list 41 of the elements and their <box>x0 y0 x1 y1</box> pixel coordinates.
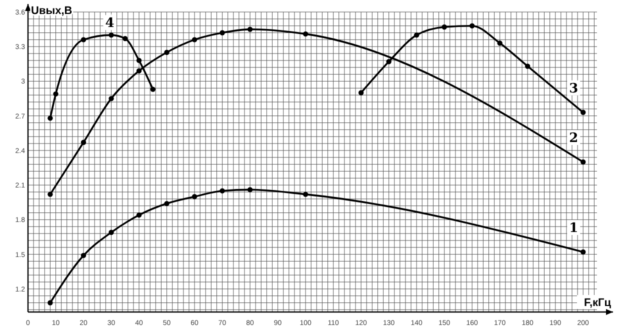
point <box>442 24 447 30</box>
point <box>136 212 142 218</box>
point <box>470 23 475 28</box>
point <box>108 32 114 38</box>
point <box>136 58 142 64</box>
point <box>48 300 53 306</box>
point <box>164 50 170 55</box>
point <box>580 110 586 115</box>
point <box>247 187 253 192</box>
point <box>192 194 198 200</box>
point <box>80 37 86 42</box>
point <box>53 91 58 97</box>
y-axis-title: Uвых,В <box>31 5 72 17</box>
point <box>122 36 128 42</box>
series-label: 4 <box>105 16 114 32</box>
point <box>580 159 586 165</box>
point <box>108 230 114 235</box>
point <box>247 26 253 32</box>
point <box>48 192 53 197</box>
point <box>80 252 86 258</box>
point <box>497 40 502 46</box>
point <box>164 200 170 206</box>
point <box>108 96 114 102</box>
point <box>580 249 586 255</box>
point <box>358 90 364 96</box>
point <box>302 192 308 197</box>
point <box>192 37 198 42</box>
series-label: 1 <box>569 221 578 236</box>
point <box>414 32 420 38</box>
point <box>302 31 308 37</box>
point <box>136 68 142 74</box>
point <box>80 140 86 145</box>
point <box>220 30 225 36</box>
point <box>525 64 530 69</box>
point <box>386 59 392 64</box>
x-axis-title: F,кГц <box>584 297 612 309</box>
point <box>150 86 156 92</box>
point <box>48 116 53 121</box>
series-label: 2 <box>569 131 578 146</box>
point <box>220 188 225 194</box>
series-label: 3 <box>569 81 578 96</box>
